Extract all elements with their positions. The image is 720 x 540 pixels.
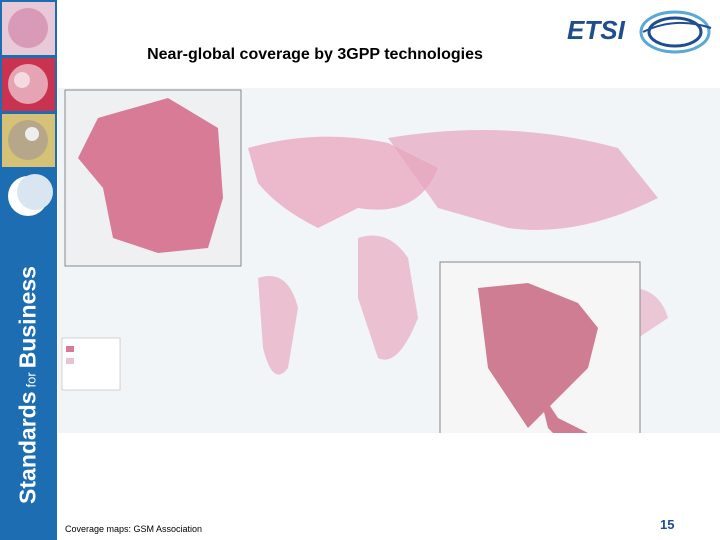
france-inset [64,89,242,267]
bangladesh-inset [439,261,641,433]
tagline: Standards for Business [15,266,42,504]
thumbnail [2,114,55,167]
etsi-logo: ETSI [567,10,712,54]
sidebar: Standards for Business [0,0,57,540]
thumbnail [2,58,55,111]
logo-text: ETSI [567,15,626,45]
tagline-word: Standards [14,391,41,504]
coverage-map [58,88,720,433]
tagline-word: for [23,372,39,388]
thumbnail [2,2,55,55]
tagline-word: Business [14,266,41,369]
page-number: 15 [660,517,675,532]
source-note: Coverage maps: GSM Association [65,524,203,534]
slide-title: Near-global coverage by 3GPP technologie… [147,46,483,63]
thumbnail [2,170,55,223]
